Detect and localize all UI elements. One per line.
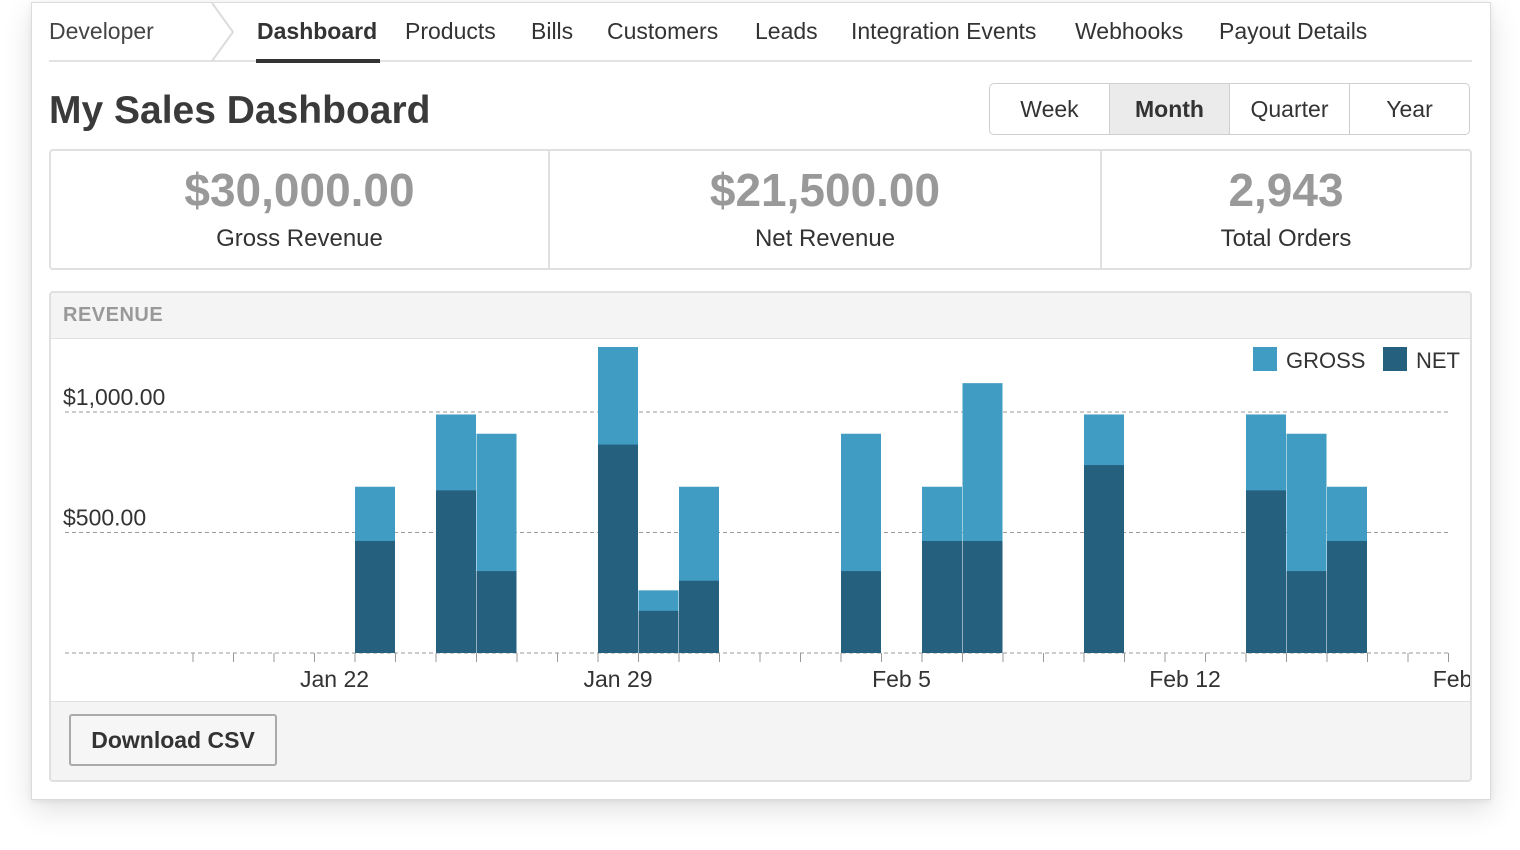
tab-customers[interactable]: Customers <box>607 18 719 44</box>
period-week-button[interactable]: Week <box>990 84 1110 134</box>
stat-label: Total Orders <box>1220 224 1352 252</box>
x-tick-label: Feb 5 <box>872 666 931 692</box>
net-bar <box>922 540 962 653</box>
stat-label: Gross Revenue <box>216 224 383 252</box>
revenue-heading: REVENUE <box>63 304 164 326</box>
x-tick-label: Jan 29 <box>583 666 652 692</box>
revenue-chart-svg: $500.00 $1,000.00 Jan 22 Jan 29 Feb 5 Feb 12 F… <box>63 347 1470 692</box>
revenue-panel-header: REVENUE <box>51 293 1470 339</box>
revenue-panel: REVENUE $500.00 $1,000.00 Jan 22 Jan 29 Feb … <box>49 291 1472 782</box>
period-quarter-button[interactable]: Quarter <box>1230 84 1350 134</box>
net-bar <box>962 540 1003 653</box>
net-bar <box>355 540 395 653</box>
tab-webhooks[interactable]: Webhooks <box>1075 18 1184 44</box>
stat-value: 2,943 <box>1228 163 1344 216</box>
net-bar <box>841 571 881 653</box>
legend-net-label: NET <box>1416 348 1460 373</box>
net-bar <box>476 571 517 653</box>
tab-integration-events[interactable]: Integration Events <box>851 18 1037 44</box>
y-tick-label: $1,000.00 <box>63 384 165 410</box>
stat-value: $30,000.00 <box>184 163 415 216</box>
stat-value: $21,500.00 <box>709 163 941 216</box>
tab-bills[interactable]: Bills <box>531 18 574 44</box>
legend-net-swatch <box>1383 347 1407 371</box>
net-bar <box>679 580 719 653</box>
net-bar <box>1246 490 1286 653</box>
net-bar <box>1286 571 1327 653</box>
stat-label: Net Revenue <box>754 224 896 252</box>
x-tick-label: Feb 12 <box>1149 666 1221 692</box>
legend-gross-swatch <box>1253 347 1277 371</box>
x-tick-label: Jan 22 <box>300 666 369 692</box>
net-bar <box>598 444 638 653</box>
y-tick-label: $500.00 <box>63 505 146 531</box>
period-month-button[interactable]: Month <box>1110 84 1230 134</box>
breadcrumb-chevron-icon <box>211 3 235 61</box>
net-bar <box>1084 465 1124 653</box>
breadcrumb-developer[interactable]: Developer <box>49 18 154 44</box>
legend-gross-label: GROSS <box>1286 348 1365 373</box>
net-bar <box>436 490 476 653</box>
x-tick-label: Feb 19 <box>1433 666 1470 692</box>
stat-total-orders: 2,943 Total Orders <box>1102 151 1470 268</box>
download-csv-button[interactable]: Download CSV <box>69 714 277 766</box>
net-bar <box>638 610 679 653</box>
page-title: My Sales Dashboard <box>49 89 431 132</box>
stat-net-revenue: $21,500.00 Net Revenue <box>550 151 1102 268</box>
revenue-chart: $500.00 $1,000.00 Jan 22 Jan 29 Feb 5 Feb 12 F… <box>51 339 1470 702</box>
period-year-button[interactable]: Year <box>1386 95 1433 122</box>
tab-payout-details[interactable]: Payout Details <box>1219 18 1368 44</box>
stat-gross-revenue: $30,000.00 Gross Revenue <box>51 151 550 268</box>
tab-dashboard[interactable]: Dashboard <box>255 18 381 63</box>
stats-summary: $30,000.00 Gross Revenue $21,500.00 Net … <box>49 149 1472 270</box>
tab-products[interactable]: Products <box>405 18 496 44</box>
app-window: Developer Dashboard Products Bills Custo… <box>31 2 1491 800</box>
top-nav: Developer Dashboard Products Bills Custo… <box>49 3 1472 63</box>
tab-leads[interactable]: Leads <box>755 18 818 44</box>
period-selector: Week Month Quarter Year <box>989 83 1470 135</box>
net-bar <box>1327 540 1367 653</box>
